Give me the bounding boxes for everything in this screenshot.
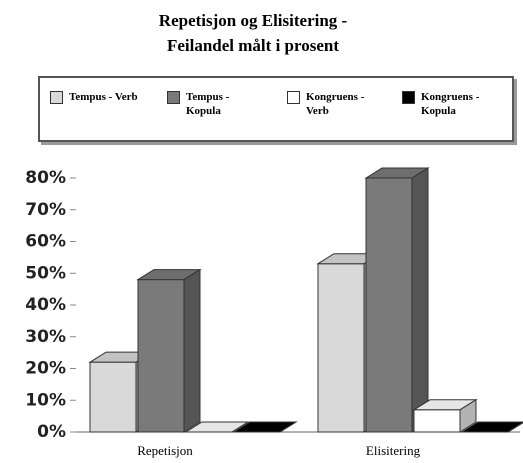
x-tick-label: Repetisjon [137, 443, 193, 458]
legend-entry: Kongruens - Verb [287, 90, 378, 118]
legend-entry: Tempus - Verb [50, 90, 141, 104]
legend-swatch [402, 91, 415, 104]
y-tick-label: 30% [25, 327, 66, 347]
bar-side [507, 422, 523, 433]
legend-label: Kongruens - Verb [306, 91, 365, 117]
y-tick-label: 20% [25, 359, 66, 379]
legend-entry: Tempus - Kopula [167, 90, 258, 118]
legend-swatch [50, 91, 63, 104]
bar-front [89, 361, 137, 433]
y-tick-label: 60% [25, 232, 66, 252]
y-tick-label: 10% [25, 390, 66, 410]
bar-top [460, 421, 523, 433]
bar-front [137, 279, 185, 433]
legend-label: Tempus - Kopula [186, 91, 230, 117]
y-tick-label: 40% [25, 295, 66, 315]
bar-side [183, 268, 201, 433]
legend-swatch [287, 91, 300, 104]
bar-front [413, 409, 461, 433]
bar-front [365, 177, 413, 433]
y-tick-label: 50% [25, 263, 66, 283]
bar-side [411, 167, 429, 433]
y-tick-label: 70% [25, 200, 66, 220]
bar-side [231, 421, 249, 433]
chart-title: Repetisjon og Elisitering - Feilandel må… [158, 11, 348, 55]
legend-label: Tempus - Verb [69, 91, 138, 103]
legend: Tempus - Verb Tempus - Kopula Kongruens - … [38, 76, 514, 142]
y-tick-label: 80% [25, 168, 66, 188]
bar-front [317, 263, 365, 433]
x-tick-label: Elisitering [366, 443, 421, 458]
bar-side [459, 398, 477, 433]
bar-side [279, 421, 297, 433]
legend-entry: Kongruens - Kopula [402, 90, 493, 118]
y-tick-label: 0% [37, 422, 66, 442]
legend-label: Kongruens - Kopula [421, 91, 480, 117]
legend-swatch [167, 91, 180, 104]
